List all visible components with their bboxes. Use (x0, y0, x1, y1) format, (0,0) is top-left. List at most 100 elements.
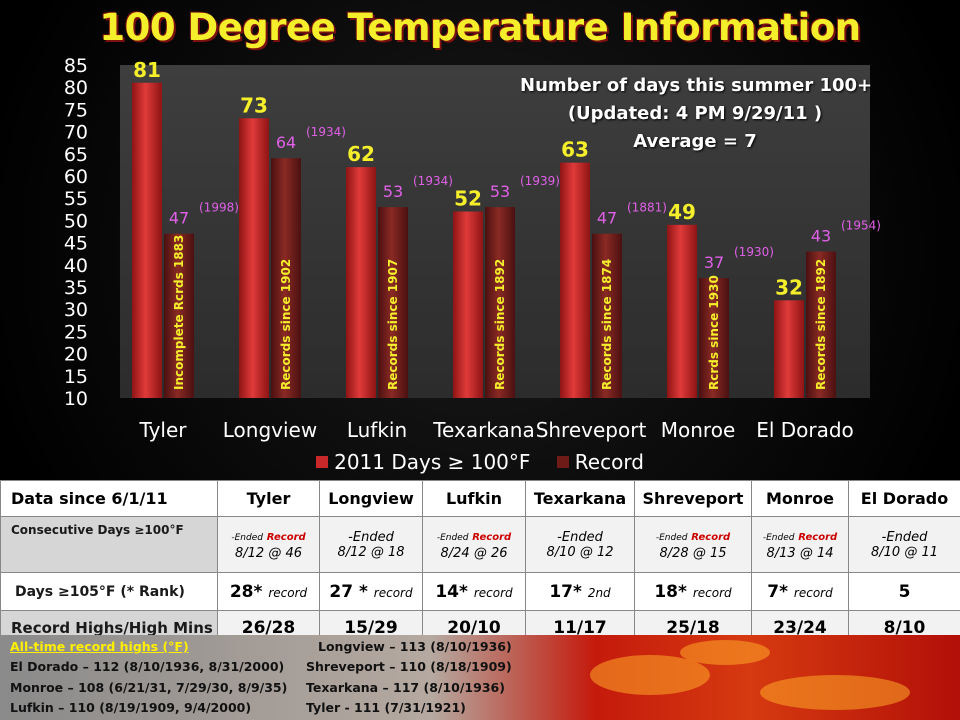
bar-value-2011: 62 (347, 142, 375, 166)
legend-swatch-current (316, 456, 329, 468)
record-flag: Record (472, 531, 512, 543)
bar-value-2011: 63 (561, 138, 589, 162)
consecutive-detail: 8/28 @ 15 (659, 545, 727, 561)
consecutive-days-cell: -Ended Record 8/24 @ 26 (422, 516, 526, 573)
rank-note: record (268, 585, 308, 600)
ended-text: -Ended (436, 532, 469, 543)
consecutive-detail: 8/12 @ 18 (337, 544, 405, 560)
bar-record (378, 207, 408, 398)
x-category-label: Longview (223, 418, 317, 442)
record-highs-cell: 20/10 (422, 610, 526, 645)
data-table: Data since 6/1/11 Tyler Longview Lufkin … (0, 480, 960, 645)
y-tick-label: 55 (64, 188, 88, 210)
record-note-label: Records since 1907 (386, 259, 400, 390)
bar-value-2011: 73 (240, 93, 268, 117)
y-tick-label: 70 (64, 122, 88, 144)
record-note-label: Incomplete Rcrds 1883 (172, 235, 186, 390)
record-year-label: (1881) (627, 201, 667, 215)
bar-record (485, 207, 515, 398)
y-tick-label: 35 (64, 277, 88, 299)
days-105-cell: 5 (848, 572, 960, 611)
y-tick-label: 45 (64, 233, 88, 255)
record-line: Lufkin – 110 (8/19/1909, 9/4/2000) (10, 700, 252, 715)
consecutive-days-cell: -Ended Record 8/13 @ 14 (751, 516, 849, 573)
heat-map-background (0, 635, 960, 720)
record-flag: Record (266, 531, 306, 543)
consecutive-days-cell: -Ended Record 8/12 @ 46 (217, 516, 320, 573)
x-axis-labels: Tyler Longview Lufkin Texarkana Shreveport Mo… (138, 418, 853, 442)
ended-text: -Ended (231, 532, 263, 543)
table-header-cell: El Dorado (848, 480, 960, 517)
record-line: Texarkana – 117 (8/10/1936) (306, 680, 505, 695)
legend-item-record: Record (556, 450, 644, 474)
consecutive-days-cell: -Ended Record 8/28 @ 15 (634, 516, 752, 573)
y-tick-label: 50 (64, 210, 88, 232)
x-category-label: El Dorado (756, 418, 854, 442)
bar-value-2011: 81 (133, 58, 161, 82)
bar-value-record: 53 (383, 182, 403, 201)
record-year-label: (1934) (306, 125, 346, 139)
info-box: Number of days this summer 100+ (Updated… (520, 72, 873, 156)
record-line: Longview – 113 (8/10/1936) (318, 639, 512, 654)
days-105-value: 14* (435, 581, 468, 602)
table-header-cell: Shreveport (634, 480, 752, 517)
table-row: Days ≥105°F (* Rank) 28* record 27 * reco… (0, 572, 960, 611)
table-header-cell: Longview (319, 480, 423, 517)
record-note-label: Records since 1874 (600, 259, 614, 390)
y-tick-label: 80 (64, 77, 88, 99)
record-flag: Record (691, 531, 731, 543)
days-105-value: 5 (898, 581, 911, 602)
consecutive-detail: 8/10 @ 12 (546, 544, 614, 560)
bar-2011 (774, 300, 804, 398)
record-note-label: Records since 1902 (279, 259, 293, 390)
table-header-cell: Monroe (751, 480, 849, 517)
days-105-cell: 7* record (751, 572, 849, 611)
bar-2011 (346, 167, 376, 398)
y-tick-label: 15 (64, 366, 88, 388)
record-year-label: (1954) (841, 218, 881, 232)
legend-swatch-record (556, 456, 569, 468)
table-header-cell: Tyler (217, 480, 320, 517)
table-header-cell: Data since 6/1/11 (0, 480, 218, 517)
bar-2011 (453, 211, 483, 398)
rank-note: record (373, 585, 413, 600)
bar-value-record: 53 (490, 182, 510, 201)
table-header-cell: Lufkin (422, 480, 526, 517)
days-105-cell: 28* record (217, 572, 320, 611)
ended-text: -Ended (881, 529, 928, 545)
info-line: Average = 7 (633, 131, 757, 152)
bar-value-record: 37 (704, 253, 724, 272)
days-105-cell: 14* record (422, 572, 526, 611)
x-category-label: Monroe (661, 418, 736, 442)
legend: 2011 Days ≥ 100°F Record (0, 450, 960, 474)
heat-spot (760, 675, 910, 710)
ended-text: -Ended (762, 532, 795, 543)
y-tick-label: 30 (64, 299, 88, 321)
heat-spot (680, 640, 770, 665)
bar-record (164, 233, 194, 398)
consecutive-days-cell: -Ended 8/12 @ 18 (319, 516, 423, 573)
row-label: Consecutive Days ≥100°F (0, 516, 218, 573)
info-line: Number of days this summer 100+ (520, 75, 873, 96)
consecutive-detail: 8/12 @ 46 (235, 545, 302, 561)
record-line: El Dorado – 112 (8/10/1936, 8/31/2000) (10, 659, 285, 674)
page-title: 100 Degree Temperature Information (99, 6, 861, 49)
bar-record (592, 233, 622, 398)
consecutive-detail: 8/24 @ 26 (440, 545, 508, 561)
y-tick-label: 60 (64, 166, 88, 188)
ended-text: -Ended (557, 529, 603, 545)
x-category-label: Texarkana (432, 418, 535, 442)
ended-text: -Ended (348, 529, 394, 545)
days-105-value: 28* (229, 581, 263, 602)
bar-value-2011: 52 (454, 187, 482, 211)
y-tick-label: 75 (64, 99, 88, 121)
bar-2011 (667, 224, 697, 398)
record-year-label: (1934) (413, 174, 453, 188)
y-tick-label: 20 (64, 344, 88, 366)
bar-value-record: 64 (276, 133, 296, 152)
legend-label: 2011 Days ≥ 100°F (334, 450, 531, 474)
days-105-value: 18* (654, 581, 687, 602)
record-year-label: (1998) (199, 201, 239, 215)
x-category-label: Tyler (138, 418, 187, 442)
